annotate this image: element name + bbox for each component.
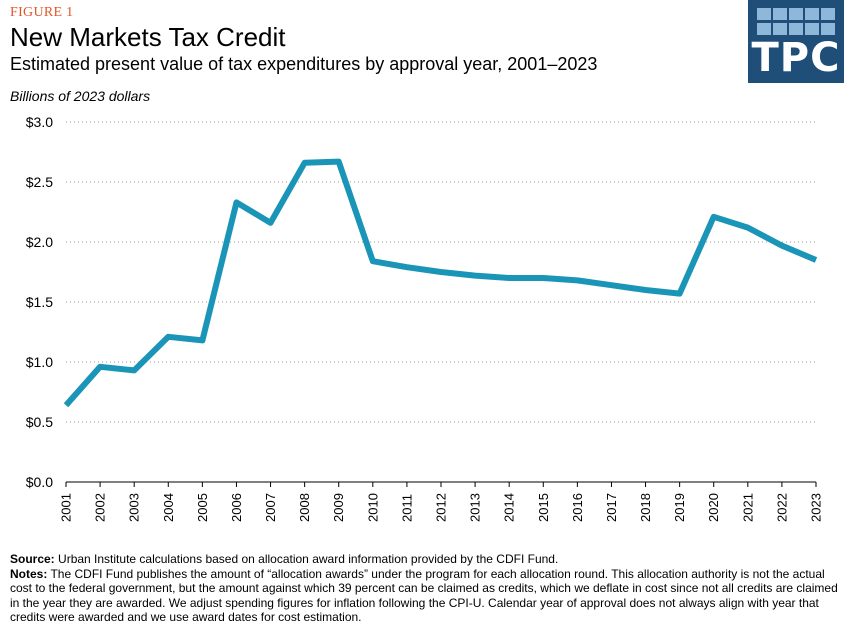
x-tick-label: 2013 bbox=[468, 493, 483, 522]
x-tick-label: 2019 bbox=[672, 493, 687, 522]
y-tick-label: $3.0 bbox=[26, 114, 53, 130]
x-tick-label: 2012 bbox=[434, 493, 449, 522]
x-tick-labels: 2001 2002 2003 2004 2005 2006 2007 2008 2009 2010… bbox=[59, 482, 824, 522]
chart-footer: Source: Urban Institute calculations bas… bbox=[10, 552, 840, 625]
y-tick-label: $1.0 bbox=[26, 354, 53, 370]
x-tick-label: 2022 bbox=[774, 493, 789, 522]
x-tick-label: 2003 bbox=[127, 493, 142, 522]
x-tick-label: 2023 bbox=[809, 493, 824, 522]
series-lines bbox=[63, 158, 818, 408]
gridlines bbox=[66, 121, 816, 483]
x-tick-label: 2017 bbox=[604, 493, 619, 522]
x-tick-label: 2021 bbox=[740, 493, 755, 522]
x-tick-label: 2018 bbox=[638, 493, 653, 522]
notes-label: Notes: bbox=[10, 566, 48, 581]
x-tick-label: 2014 bbox=[502, 493, 517, 522]
source-text: Urban Institute calculations based on al… bbox=[58, 552, 559, 566]
notes-text: The CDFI Fund publishes the amount of “a… bbox=[10, 566, 838, 625]
notes: Notes: The CDFI Fund publishes the amoun… bbox=[10, 567, 840, 625]
x-tick-label: 2006 bbox=[229, 493, 244, 522]
x-tick-label: 2002 bbox=[93, 493, 108, 522]
x-tick-label: 2010 bbox=[365, 493, 380, 522]
chart-title: New Markets Tax Credit bbox=[10, 22, 286, 52]
x-tick-label: 2020 bbox=[706, 493, 721, 522]
series-line bbox=[63, 158, 818, 408]
x-tick-label: 2011 bbox=[399, 494, 414, 522]
x-tick-label: 2008 bbox=[297, 493, 312, 522]
x-tick-label: 2005 bbox=[195, 493, 210, 522]
source-note: Source: Urban Institute calculations bas… bbox=[10, 552, 840, 567]
y-tick-label: $2.5 bbox=[26, 174, 53, 190]
x-tick-label: 2016 bbox=[570, 493, 585, 522]
chart-subtitle: Estimated present value of tax expenditu… bbox=[10, 54, 598, 74]
x-tick-label: 2007 bbox=[263, 493, 278, 522]
x-tick-label: 2009 bbox=[331, 493, 346, 522]
source-label: Source: bbox=[10, 552, 55, 566]
figure-label: FIGURE 1 bbox=[10, 5, 74, 20]
y-tick-label: $1.5 bbox=[26, 294, 53, 310]
y-tick-labels: $0.0 $0.5 $1.0 $1.5 $2.0 $2.5 $3.0 bbox=[26, 114, 53, 490]
x-tick-label: 2001 bbox=[59, 493, 74, 522]
line-chart: $0.0$0.5$1.0$1.5$2.0$2.5$3.0 2001 2002 200… bbox=[26, 114, 824, 522]
x-tick-label: 2015 bbox=[536, 493, 551, 522]
logo-text: TPC bbox=[751, 35, 841, 81]
x-tick-label: 2004 bbox=[161, 493, 176, 522]
tpc-logo: TPC bbox=[748, 0, 844, 83]
y-tick-label: $2.0 bbox=[26, 234, 53, 250]
y-tick-label: $0.0 bbox=[26, 474, 53, 490]
y-axis-units-label: Billions of 2023 dollars bbox=[10, 88, 151, 104]
y-tick-label: $0.5 bbox=[26, 414, 53, 430]
